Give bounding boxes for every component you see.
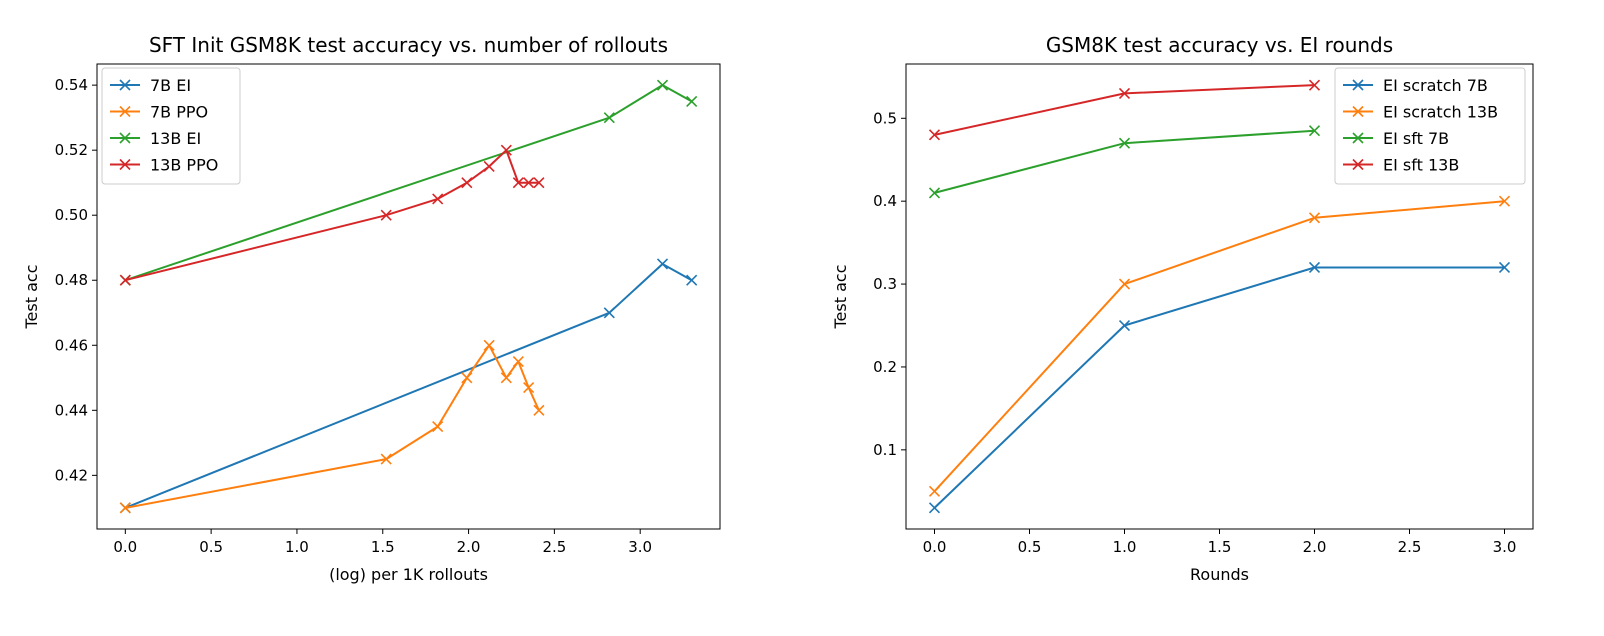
x-tick-label: 3.0 (1493, 538, 1517, 556)
y-tick-label: 0.48 (55, 271, 88, 289)
data-point (1118, 137, 1131, 149)
data-point (380, 453, 392, 465)
chart-rollouts: SFT Init GSM8K test accuracy vs. number … (22, 33, 721, 584)
x-tick-label: 3.0 (628, 538, 652, 556)
series-line (933, 266, 1505, 509)
data-point (461, 177, 473, 189)
data-point (928, 502, 941, 514)
legend-marker (1352, 79, 1364, 91)
y-tick-label: 0.54 (55, 76, 88, 94)
legend-marker (119, 79, 131, 91)
series-line (124, 263, 693, 509)
series-line (933, 200, 1505, 492)
y-tick-label: 0.44 (55, 401, 88, 419)
legend-label: EI sft 7B (1383, 129, 1449, 148)
y-axis-label: Test acc (831, 265, 850, 330)
y-tick-label: 0.42 (55, 466, 88, 484)
data-point (603, 307, 615, 319)
x-tick-label: 1.0 (1113, 538, 1137, 556)
data-point (119, 502, 131, 514)
plot-frame (96, 63, 721, 530)
x-axis-label: (log) per 1K rollouts (329, 565, 488, 584)
x-tick-label: 2.0 (457, 538, 481, 556)
data-point (483, 160, 495, 172)
legend-marker (119, 105, 131, 118)
x-tick-label: 2.5 (542, 538, 566, 556)
data-point (656, 258, 669, 270)
data-point (1498, 261, 1511, 274)
y-tick-label: 0.50 (55, 206, 88, 224)
legend-marker (1352, 158, 1364, 171)
x-tick-label: 2.5 (1398, 538, 1422, 556)
data-point (500, 144, 512, 156)
data-point (432, 421, 444, 433)
x-tick-label: 1.0 (285, 538, 309, 556)
data-point (1308, 125, 1321, 137)
y-tick-label: 0.46 (55, 336, 88, 354)
data-point (928, 187, 941, 199)
x-tick-label: 0.0 (113, 538, 137, 556)
y-tick-label: 0.1 (873, 441, 897, 459)
chart-title: SFT Init GSM8K test accuracy vs. number … (149, 33, 668, 57)
legend-label: 7B EI (150, 76, 191, 95)
legend-label: EI scratch 13B (1383, 103, 1498, 122)
data-point (686, 95, 698, 107)
legend-label: 7B PPO (150, 103, 208, 122)
data-point (380, 209, 392, 221)
x-tick-label: 2.0 (1303, 538, 1327, 556)
legend-marker (119, 132, 131, 144)
data-point (656, 79, 669, 91)
data-point (461, 372, 473, 384)
data-point (512, 177, 524, 189)
legend-marker (119, 158, 131, 171)
y-tick-label: 0.4 (873, 192, 897, 210)
data-point (432, 193, 444, 205)
data-point (1118, 319, 1131, 332)
series-line (934, 129, 1315, 194)
data-point (1308, 261, 1321, 274)
x-axis-label: Rounds (1190, 565, 1249, 584)
data-point (1308, 212, 1321, 224)
y-tick-label: 0.52 (55, 141, 88, 159)
plot-frame (905, 63, 1534, 530)
data-point (1498, 195, 1511, 207)
x-tick-label: 0.5 (1018, 538, 1042, 556)
data-point (1118, 278, 1131, 290)
data-point (1308, 79, 1321, 91)
data-point (523, 381, 535, 394)
data-point (533, 177, 545, 189)
y-tick-label: 0.2 (873, 358, 897, 376)
x-tick-label: 1.5 (371, 538, 395, 556)
y-tick-label: 0.5 (873, 109, 897, 127)
legend-marker (1352, 132, 1364, 144)
x-tick-label: 0.0 (923, 538, 947, 556)
data-point (500, 372, 512, 384)
data-point (533, 404, 545, 416)
data-point (928, 129, 941, 141)
legend-label: EI sft 13B (1383, 156, 1459, 175)
data-point (483, 339, 495, 351)
legend-label: 13B PPO (150, 156, 218, 175)
y-tick-label: 0.3 (873, 275, 897, 293)
data-point (603, 112, 615, 124)
data-point (119, 274, 131, 286)
chart-title: GSM8K test accuracy vs. EI rounds (1046, 33, 1393, 57)
data-point (1118, 87, 1131, 99)
data-point (686, 274, 698, 286)
x-tick-label: 0.5 (199, 538, 223, 556)
data-point (928, 485, 941, 497)
chart-ei-rounds: GSM8K test accuracy vs. EI rounds 0.0 0.5 1… (831, 33, 1534, 584)
x-tick-label: 1.5 (1208, 538, 1232, 556)
legend-label: 13B EI (150, 129, 201, 148)
legend-marker (1352, 105, 1364, 118)
legend-label: EI scratch 7B (1383, 76, 1488, 95)
y-axis-label: Test acc (22, 265, 41, 330)
series-line (124, 84, 693, 282)
data-point (512, 355, 524, 368)
legend-box (1334, 67, 1526, 185)
data-point (523, 177, 535, 189)
legend-box (101, 67, 241, 185)
